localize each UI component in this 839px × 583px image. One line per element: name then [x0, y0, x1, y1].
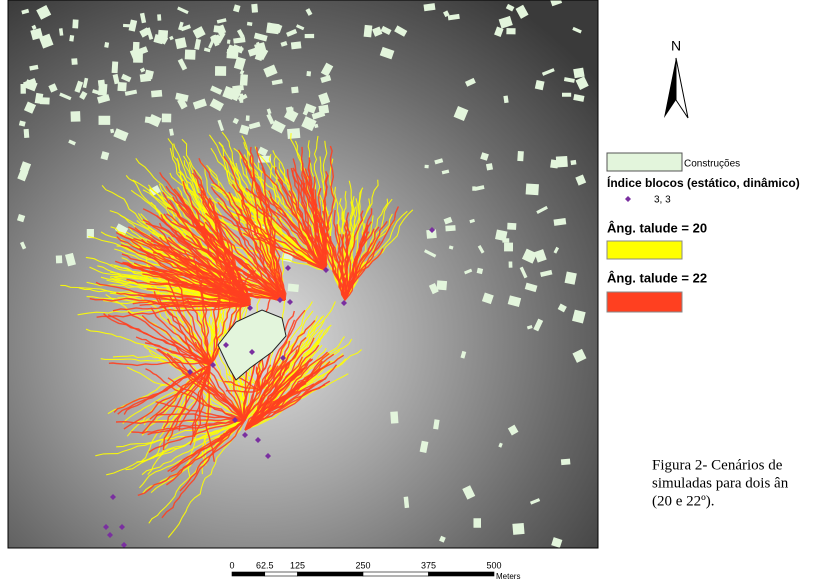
- scale-segment: [265, 572, 298, 576]
- building: [288, 284, 299, 293]
- caption-line: simuladas para dois ân: [652, 475, 789, 491]
- building: [123, 24, 131, 27]
- building: [507, 223, 516, 230]
- legend: Construções Índice blocos (estático, din…: [607, 153, 800, 312]
- building: [140, 73, 151, 82]
- building: [175, 37, 187, 49]
- page: N Construções Índice blocos (estático, d…: [0, 0, 839, 583]
- scale-tick-label: 0: [229, 560, 234, 570]
- building: [504, 243, 513, 252]
- building: [573, 68, 584, 79]
- building: [570, 160, 576, 165]
- scale-unit: Meters: [496, 572, 520, 581]
- building: [291, 87, 299, 94]
- building: [288, 107, 293, 115]
- building: [561, 459, 571, 466]
- legend-slope22-swatch: [607, 292, 682, 312]
- building: [40, 97, 50, 104]
- caption: Figura 2- Cenários de simuladas para doi…: [652, 457, 789, 509]
- scale-tick-label: 250: [355, 560, 370, 570]
- scale-segment: [232, 572, 265, 576]
- building: [562, 93, 571, 97]
- building: [112, 61, 119, 73]
- north-label: N: [671, 38, 681, 54]
- building: [185, 50, 196, 60]
- scale-tick-label: 500: [486, 560, 501, 570]
- scale-segment: [298, 572, 364, 576]
- scale-segment: [363, 572, 429, 576]
- caption-line: (20 e 22º).: [652, 493, 715, 509]
- scale-segment: [429, 572, 495, 576]
- terrain: [8, 0, 598, 548]
- building: [157, 14, 161, 21]
- building: [99, 116, 111, 125]
- building: [246, 115, 250, 121]
- building: [512, 523, 524, 535]
- legend-buildings-swatch: [607, 153, 682, 171]
- building: [287, 128, 300, 139]
- scale-bar: 0 62.5 125 250 375 500 Meters: [229, 560, 520, 581]
- building: [509, 261, 513, 267]
- north-arrow-left: [664, 58, 676, 118]
- legend-block-title: Índice blocos (estático, dinâmico): [607, 175, 800, 190]
- legend-point-symbol: [625, 196, 631, 202]
- caption-line: Figura 2- Cenários de: [652, 457, 783, 473]
- building: [117, 82, 126, 91]
- building: [98, 84, 107, 96]
- legend-slope20: Âng. talude = 20: [607, 220, 707, 235]
- building: [247, 22, 253, 26]
- building: [502, 238, 509, 242]
- building: [24, 129, 30, 138]
- building: [506, 28, 515, 34]
- building: [69, 35, 74, 42]
- building: [213, 25, 222, 33]
- building: [556, 156, 568, 168]
- building: [71, 111, 81, 122]
- scale-tick-label: 125: [290, 560, 305, 570]
- building: [291, 41, 302, 49]
- north-arrow: N: [664, 38, 688, 118]
- building: [240, 74, 248, 85]
- north-arrow-right: [676, 58, 688, 118]
- legend-slope20-swatch: [607, 241, 682, 259]
- building: [215, 66, 226, 76]
- scale-tick-label: 375: [421, 560, 436, 570]
- building: [133, 42, 140, 54]
- building: [151, 90, 162, 97]
- building: [72, 19, 78, 28]
- legend-slope22: Âng. talude = 22: [607, 270, 707, 285]
- building: [305, 34, 314, 38]
- building: [56, 255, 62, 263]
- building: [162, 114, 172, 123]
- legend-buildings: Construções: [684, 159, 740, 170]
- scale-tick-label: 62.5: [256, 560, 274, 570]
- building: [104, 42, 109, 48]
- building: [306, 71, 311, 76]
- building: [71, 58, 77, 65]
- building: [517, 151, 524, 161]
- building: [251, 4, 258, 13]
- legend-block-item: 3, 3: [654, 195, 671, 206]
- building: [227, 40, 231, 44]
- building: [445, 225, 455, 231]
- building: [390, 411, 398, 423]
- building: [486, 163, 493, 170]
- building: [424, 165, 428, 169]
- building: [473, 518, 481, 528]
- building: [364, 25, 373, 38]
- building: [437, 280, 448, 290]
- map: [8, 0, 598, 548]
